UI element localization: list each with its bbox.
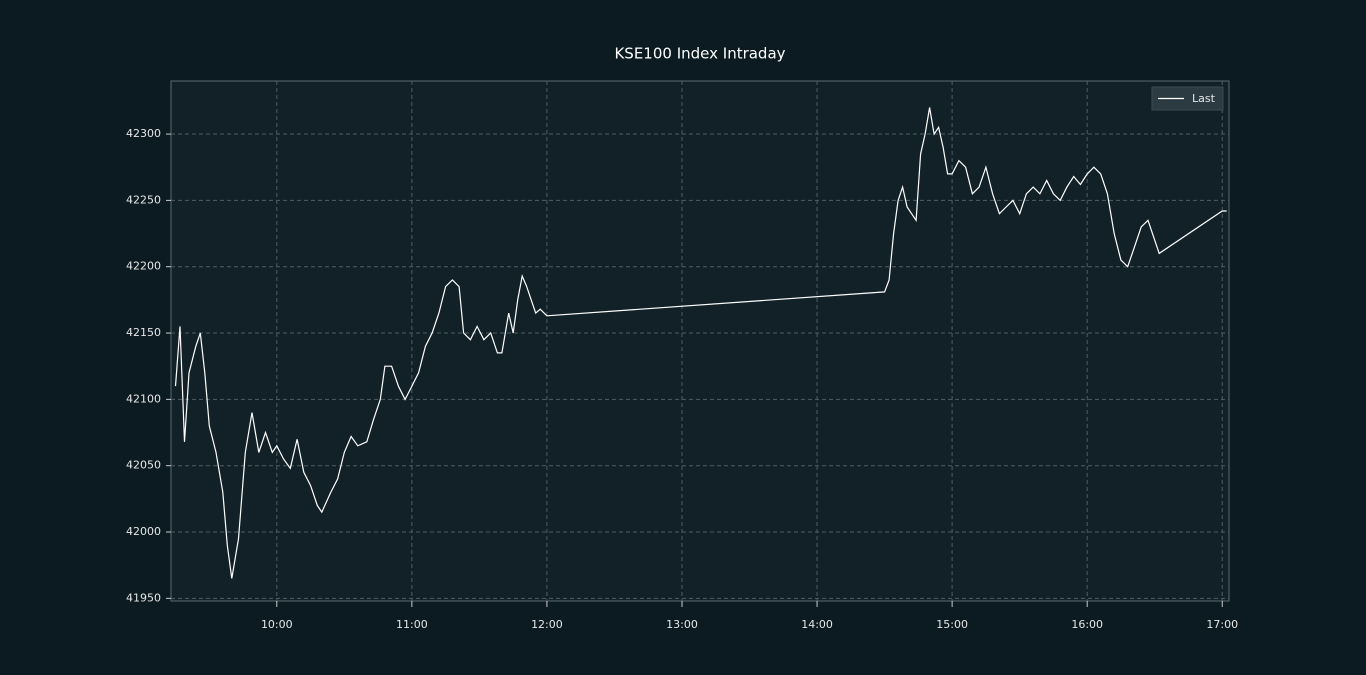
legend-box [1151,86,1224,111]
y-tick-label: 42100 [126,392,161,405]
x-tick-label: 15:00 [936,618,968,631]
y-tick-label: 41950 [126,591,161,604]
x-tick-label: 17:00 [1206,618,1238,631]
series-line [174,107,1227,579]
x-tick-label: 12:00 [531,618,563,631]
y-tick-label: 42000 [126,525,161,538]
y-tick-label: 42250 [126,193,161,206]
y-tick-label: 42150 [126,326,161,339]
y-tick-label: 42050 [126,459,161,472]
y-tick-label: 42300 [126,127,161,140]
x-tick-label: 14:00 [801,618,833,631]
x-tick-label: 16:00 [1071,618,1103,631]
plot-area [170,80,1230,602]
legend-label: Last [1192,92,1216,105]
chart-title: KSE100 Index Intraday [614,45,785,63]
y-tick-label: 42200 [126,260,161,273]
x-tick-label: 11:00 [396,618,428,631]
x-tick-label: 13:00 [666,618,698,631]
x-tick-label: 10:00 [261,618,293,631]
